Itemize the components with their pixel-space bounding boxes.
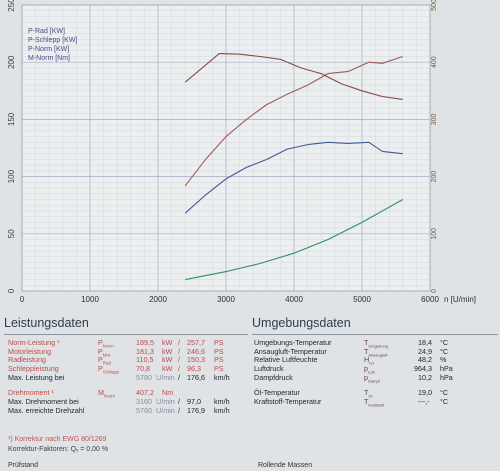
legend-item-p-norm: P-Norm [KW]	[28, 46, 70, 53]
chart-legend: P-Rad [KW] P-Schlepp [KW] P-Norm [KW] M-…	[28, 27, 77, 63]
x-tick-label: 4000	[285, 295, 303, 304]
legend-item-m-norm: M-Norm [Nm]	[28, 55, 70, 62]
x-tick-label: 2000	[149, 295, 167, 304]
row-dampfdruck: Dampfdruck pDampf 10,2 hPa	[254, 372, 453, 384]
y2-tick-label: 200	[431, 171, 438, 183]
row-norm-leistung: Norm-Leistung ¹ PNorm 189,5 kW / 257,7 P…	[8, 338, 224, 349]
row-relative-luftfeuchte: Relative Luftfeuchte Hrel 48,2 %	[254, 355, 447, 366]
series-line-m-norm	[184, 53, 403, 100]
y-axis-right: 0 100 200 300 400 500	[431, 0, 438, 293]
x-axis-unit-label: n [U/min]	[444, 295, 476, 304]
row-ansaugluft-temperatur: Ansaugluft-Temperatur TAnsaugluft 24,9 °…	[254, 346, 449, 358]
pruefstand-heading: Prüfstand	[8, 462, 38, 469]
umgebungsdaten-title: Umgebungsdaten	[252, 316, 498, 335]
row-oel-temperatur: Öl-Temperatur TÖl 19,0 °C	[254, 388, 449, 399]
x-tick-label: 1000	[81, 295, 99, 304]
series-line-p-schlepp	[185, 199, 404, 281]
x-tick-label: 6000	[421, 295, 439, 304]
x-axis: 0 1000 2000 3000 4000 5000 6000	[20, 295, 440, 304]
y-tick-label: 250	[7, 0, 16, 12]
y-tick-label: 100	[7, 169, 16, 183]
x-tick-label: 5000	[353, 295, 371, 304]
y2-tick-label: 100	[431, 228, 438, 240]
y-axis-left: 0 50 100 150 200 250	[7, 0, 16, 293]
series-line-p-norm	[184, 55, 403, 187]
rollende-massen-heading: Rollende Massen	[258, 462, 313, 469]
y2-tick-label: 400	[431, 56, 438, 68]
row-drehmoment: Drehmoment ¹ MNorm 407,2 Nm	[8, 388, 174, 399]
row-max-drehzahl: Max. erreichte Drehzahl 5760 U/min / 176…	[8, 405, 230, 415]
y2-tick-label: 0	[431, 289, 438, 293]
x-tick-label: 0	[20, 295, 25, 304]
y-tick-label: 0	[7, 288, 16, 293]
grid	[21, 4, 431, 292]
y-tick-label: 50	[7, 229, 16, 238]
row-schleppleistung: Schleppleistung PSchlepp 70,8 kW / 96,3 …	[8, 364, 224, 375]
footnote-korrektur: ¹) Korrektur nach EWG 80/1269	[8, 436, 107, 443]
row-max-leistung: Max. Leistung bei 5780 U/min / 176,6 km/…	[8, 372, 230, 382]
y-tick-label: 150	[7, 112, 16, 126]
legend-item-p-rad: P-Rad [KW]	[28, 28, 65, 35]
umgebungsdaten-panel: Umgebungsdaten Umgebungs-Temperatur TUmg…	[252, 316, 498, 408]
row-max-drehmoment: Max. Drehmoment bei 3160 U/min / 97,0 km…	[8, 397, 230, 407]
x-tick-label: 3000	[217, 295, 235, 304]
power-torque-chart: 0 50 100 150 200 250 0 100 200 300 400 500 0 1000 20…	[7, 0, 476, 304]
row-motorleistung: Motorleistung PMot 181,3 kW / 246,6 PS	[8, 346, 224, 358]
bottom-section-headers: Prüfstand Rollende Massen	[0, 462, 500, 471]
row-radleistung: Radleistung PRad 110,5 kW / 150,3 PS	[8, 355, 224, 366]
row-umgebungs-temperatur: Umgebungs-Temperatur TUmgebung 18,4 °C	[254, 338, 449, 349]
series-line-p-rad	[184, 141, 403, 214]
row-luftdruck: Luftdruck pLuft 964,3 hPa	[254, 364, 453, 375]
row-kraftstoff-temperatur: Kraftstoff-Temperatur TKraftstoff ---,- …	[254, 397, 449, 408]
legend-item-p-schlepp: P-Schlepp [KW]	[28, 37, 78, 44]
footnote-korrektur-faktoren: Korrektur-Faktoren: Qᵥ = 0,00 %	[8, 446, 109, 453]
series-lines	[184, 53, 404, 281]
y-tick-label: 200	[7, 55, 16, 69]
y2-tick-label: 300	[431, 113, 438, 125]
leistungsdaten-panel: Leistungsdaten Norm-Leistung ¹ PNorm 189…	[4, 316, 248, 453]
leistungsdaten-title: Leistungsdaten	[4, 316, 248, 335]
y2-tick-label: 500	[431, 0, 438, 11]
